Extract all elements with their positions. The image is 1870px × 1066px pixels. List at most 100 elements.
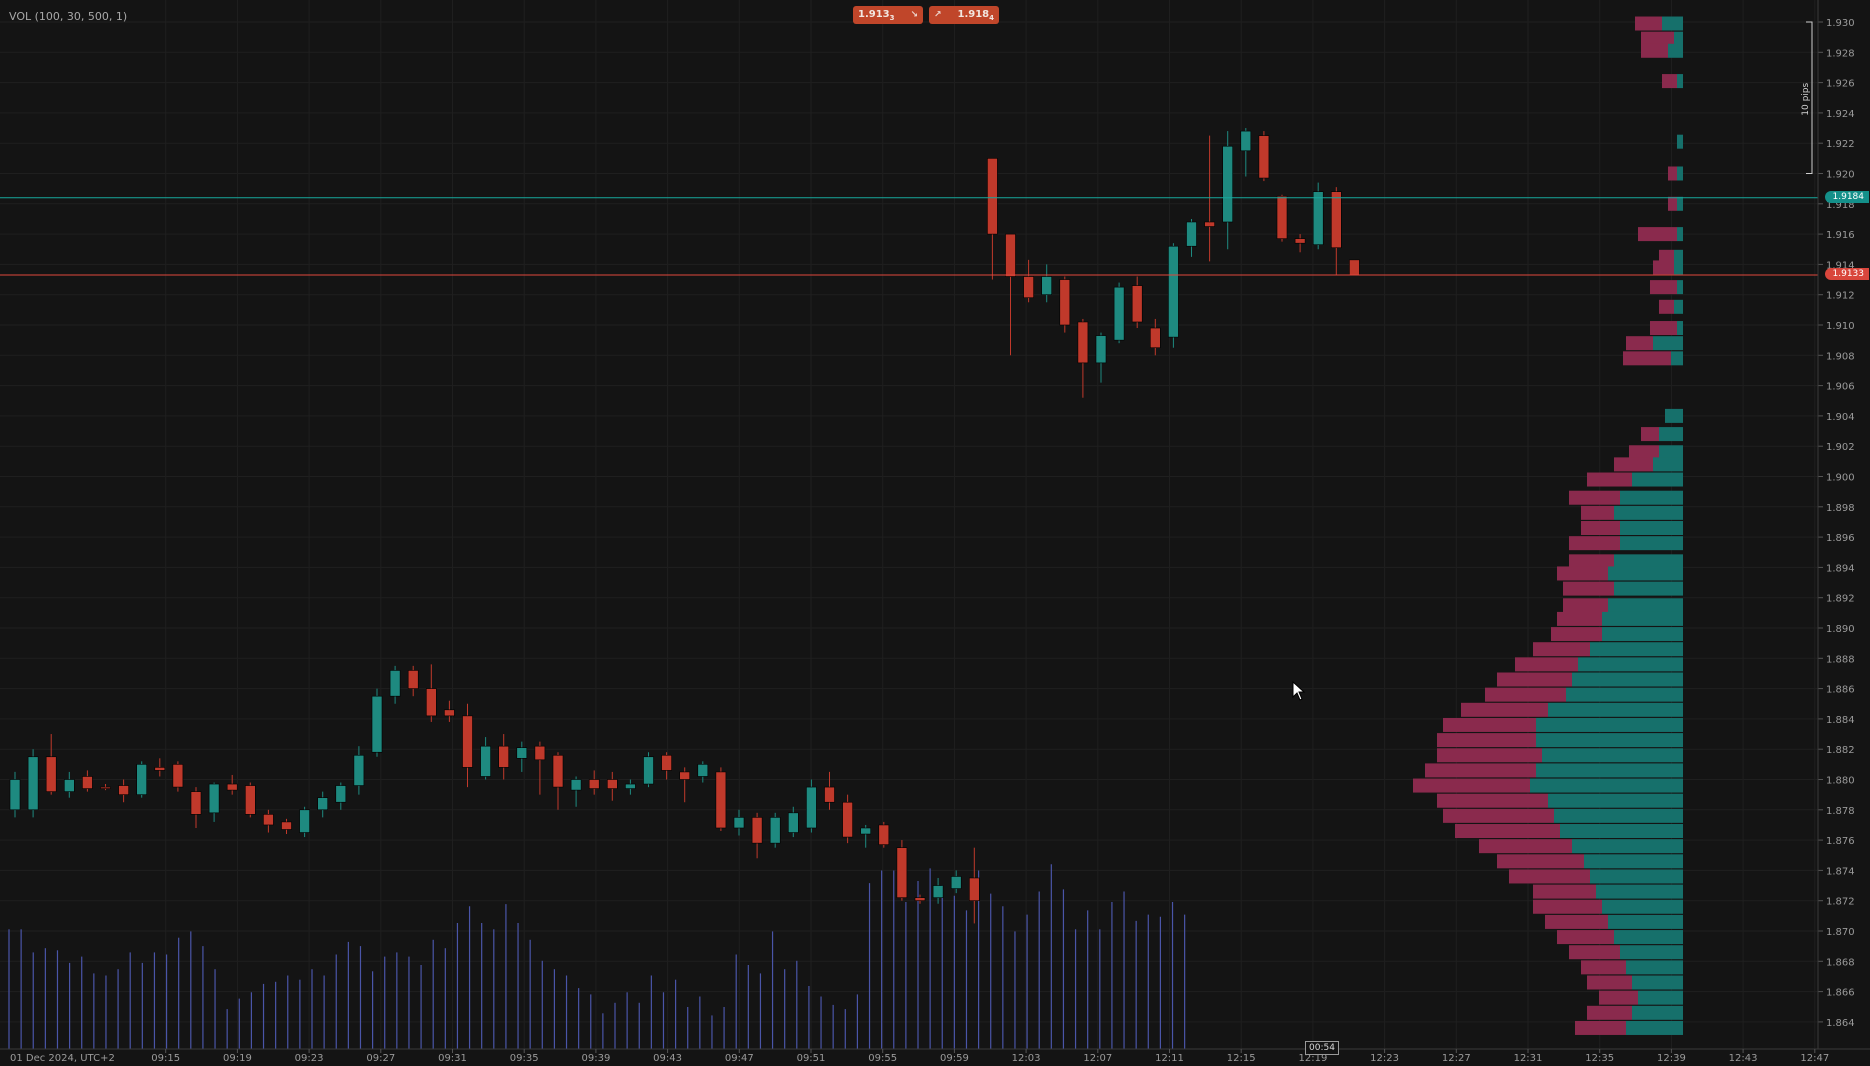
candle-bear [661,754,672,771]
profile-sell-bar [1497,672,1572,687]
profile-sell-bar [1443,808,1554,823]
profile-buy-bar [1653,457,1683,472]
profile-sell-bar [1614,457,1653,472]
profile-buy-bar [1626,1020,1683,1035]
candle-bull [335,785,347,803]
x-tick-label: 09:55 [868,1053,897,1064]
candle-bear [1331,191,1342,249]
y-tick-label: 1.914 [1826,260,1855,271]
y-tick-label: 1.874 [1826,866,1855,877]
candle-bear [987,158,998,235]
candle-bear [118,785,129,795]
x-tick-label: 12:23 [1370,1053,1399,1064]
candle-bear [45,756,57,792]
candle-bull [1095,335,1107,364]
candle-bear [1131,285,1143,323]
candle-bull [860,827,872,835]
profile-sell-bar [1497,854,1584,869]
candle-bull [643,756,654,785]
profile-sell-bar [1479,839,1572,854]
candle-bear [444,709,455,717]
profile-sell-bar [1551,627,1602,642]
profile-sell-bar [1587,1005,1632,1020]
profile-sell-bar [1515,657,1578,672]
profile-sell-bar [1485,687,1566,702]
x-tick-label: 09:23 [295,1053,324,1064]
candle-bear [715,771,727,829]
candle-bull [317,797,329,811]
y-tick-label: 1.918 [1826,200,1855,211]
profile-sell-bar [1413,778,1530,793]
profile-buy-bar [1548,793,1683,808]
profile-sell-bar [1659,299,1674,314]
profile-sell-bar [1587,472,1632,487]
profile-sell-bar [1557,930,1614,945]
profile-buy-bar [1662,16,1683,31]
volume-bars [8,864,1186,1049]
y-tick-label: 1.888 [1826,654,1855,665]
candle-bear [1005,233,1016,277]
x-tick-label: 12:35 [1585,1053,1614,1064]
mouse-cursor-icon [1292,681,1306,701]
profile-sell-bar [1509,869,1590,884]
profile-buy-bar [1578,657,1683,672]
candle-bull [389,670,401,697]
y-tick-label: 1.872 [1826,897,1855,908]
profile-buy-bar [1677,227,1683,242]
candle-bear [190,791,202,815]
profile-buy-bar [1602,611,1683,626]
x-tick-label: 09:43 [653,1053,682,1064]
candle-bear [878,824,890,845]
profile-sell-bar [1533,899,1602,914]
profile-sell-bar [1638,227,1677,242]
profile-sell-bar [1575,1020,1626,1035]
profile-buy-bar [1560,824,1683,839]
sell-button[interactable]: 1.9133 ↘ [853,6,923,24]
profile-sell-bar [1641,31,1674,46]
candle-bull [353,754,365,786]
profile-sell-bar [1563,581,1614,596]
profile-sell-bar [1425,763,1536,778]
candle-bull [769,817,781,844]
profile-sell-bar [1653,260,1674,275]
candle-bull [570,779,582,791]
candle-bear [534,745,546,761]
y-tick-label: 1.890 [1826,624,1855,635]
profile-sell-bar [1668,166,1677,181]
profile-sell-bar [1461,702,1548,717]
profile-buy-bar [1608,566,1683,581]
volume-profile [1413,16,1683,1035]
candle-bear [1294,238,1306,244]
buy-button[interactable]: ↗ 1.9184 [929,6,999,24]
x-date-label: 01 Dec 2024, UTC+2 [10,1053,115,1064]
profile-buy-bar [1620,521,1683,536]
profile-sell-bar [1557,566,1608,581]
profile-buy-bar [1677,280,1683,295]
candle-bear [968,877,980,901]
profile-buy-bar [1620,490,1683,505]
x-tick-label: 09:35 [510,1053,539,1064]
candle-countdown-timer: 00:54 [1305,1041,1339,1055]
profile-sell-bar [1563,598,1608,613]
y-tick-label: 1.892 [1826,594,1855,605]
profile-buy-bar [1572,839,1683,854]
candle-bear [462,715,473,768]
x-tick-label: 12:27 [1442,1053,1471,1064]
y-tick-label: 1.868 [1826,957,1855,968]
profile-buy-bar [1614,930,1683,945]
candle-bull [9,779,21,811]
profile-sell-bar [1455,824,1560,839]
profile-buy-bar [1674,31,1683,46]
candle-bull [480,745,491,777]
candle-bull [806,786,817,829]
buy-price: 1.9184 [957,8,994,22]
arrow-down-right-icon: ↘ [910,10,918,20]
volume-indicator-label[interactable]: VOL (100, 30, 500, 1) [9,10,128,23]
profile-buy-bar [1674,249,1683,264]
candle-bear [1059,279,1071,326]
candle-bear [226,783,238,791]
candle-bull [299,809,310,833]
profile-buy-bar [1659,427,1683,442]
